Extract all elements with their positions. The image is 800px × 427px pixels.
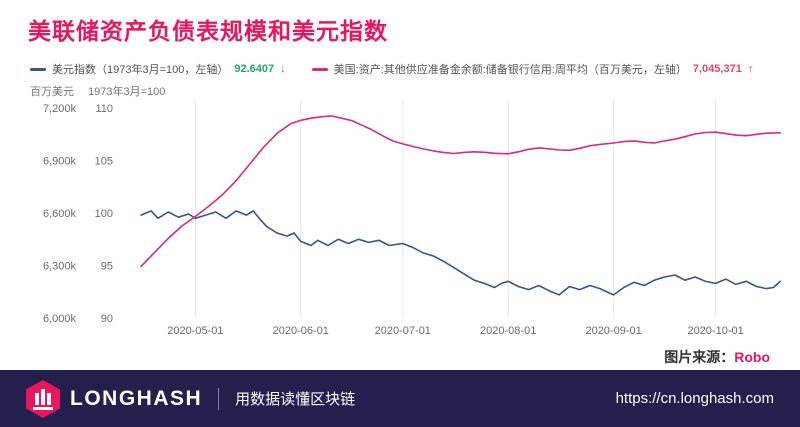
longhash-logo-icon (26, 379, 60, 418)
footer-bar: LONGHASH 用数据读懂区块链 https://cn.longhash.co… (0, 370, 800, 427)
footer-url-link[interactable]: https://cn.longhash.com (615, 390, 774, 407)
chart-line-fed-assets (140, 115, 782, 268)
index-tick-label: 110 (95, 103, 113, 115)
x-tick-label: 2020-07-01 (375, 325, 431, 337)
legend-value: 7,045,371 (692, 63, 742, 75)
legend-label: 美元指数（1973年3月=100，左轴） (52, 64, 229, 76)
down-arrow-icon: ↓ (280, 63, 286, 75)
page-title: 美联储资产负债表规模和美元指数 (28, 18, 388, 44)
legend-item-dollar-index: 美元指数（1973年3月=100，左轴） 92.6407 ↓ (30, 61, 286, 77)
x-tick-label: 2020-05-01 (167, 325, 223, 337)
legend-value: 92.6407 (234, 63, 275, 75)
chart-line-dollar-index (140, 210, 782, 296)
index-axis-unit: 1973年3月=100 (88, 86, 166, 98)
brand-name: LONGHASH (70, 386, 203, 410)
index-tick-label: 100 (95, 208, 113, 220)
musd-tick-label: 6,000k (43, 313, 77, 325)
footer-divider (218, 387, 220, 410)
legend-label: 美国:资产:其他供应准备金余额:储备银行信用:周平均（百万美元，左轴） (333, 64, 687, 76)
legend-item-fed-assets: 美国:资产:其他供应准备金余额:储备银行信用:周平均（百万美元，左轴） 7,04… (311, 61, 754, 77)
index-tick-label: 95 (101, 261, 113, 273)
x-tick-label: 2020-08-01 (480, 325, 536, 337)
x-tick-label: 2020-06-01 (273, 325, 329, 337)
index-tick-label: 90 (101, 313, 113, 325)
brand-tagline: 用数据读懂区块链 (235, 391, 356, 408)
chart: 2020-05-01 2020-06-01 2020-07-01 2020-08-01… (43, 100, 782, 337)
image-source: 图片来源：Robo (664, 347, 770, 367)
musd-tick-label: 6,900k (43, 156, 77, 168)
x-tick-label: 2020-10-01 (687, 325, 743, 337)
musd-tick-label: 6,300k (43, 261, 77, 273)
axis-units: 百万美元 1973年3月=100 (30, 83, 165, 99)
legend-marker-pink-icon (311, 67, 328, 71)
legend-marker-blue-icon (30, 67, 46, 71)
left-axis-unit: 百万美元 (30, 86, 74, 98)
musd-tick-label: 6,600k (43, 208, 77, 220)
source-name: Robo (734, 349, 770, 365)
index-tick-label: 105 (95, 156, 113, 168)
source-prefix: 图片来源： (664, 349, 735, 365)
x-tick-label: 2020-09-01 (585, 325, 641, 337)
legend: 美元指数（1973年3月=100，左轴） 92.6407 ↓ 美国:资产:其他供… (30, 61, 753, 77)
musd-tick-label: 7,200k (43, 103, 77, 115)
up-arrow-icon: ↑ (747, 63, 754, 75)
